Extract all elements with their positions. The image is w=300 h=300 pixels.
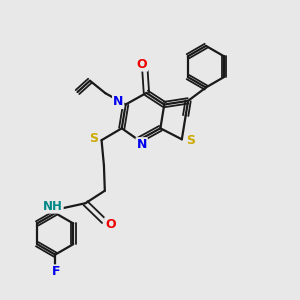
Text: N: N <box>136 138 147 151</box>
Text: O: O <box>137 58 147 70</box>
Text: N: N <box>113 95 123 108</box>
Text: S: S <box>89 132 98 145</box>
Text: NH: NH <box>43 200 63 213</box>
Text: F: F <box>52 266 60 278</box>
Text: O: O <box>105 218 116 231</box>
Text: S: S <box>186 134 195 147</box>
